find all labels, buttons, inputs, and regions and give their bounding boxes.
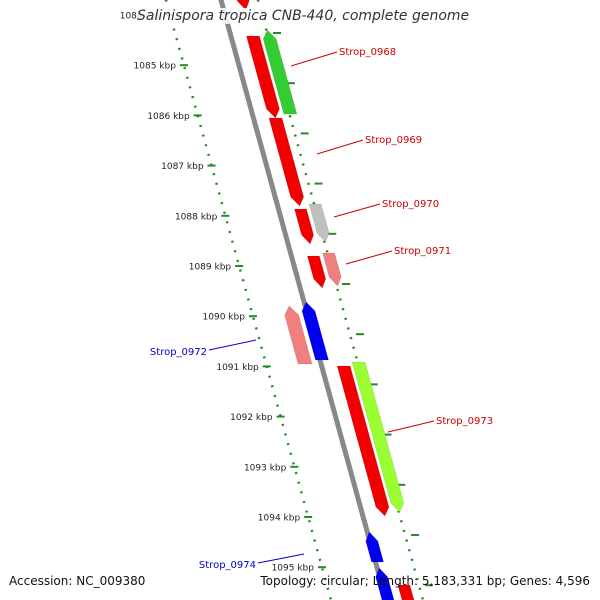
leader-line-strop-0973	[387, 420, 435, 433]
gene-arrow-strop-0972	[284, 305, 313, 365]
leader-line-strop-0970	[333, 203, 381, 218]
cds-arrow	[246, 35, 280, 119]
outer-dotted-line	[256, 0, 425, 600]
cds-arrow	[268, 117, 304, 207]
ruler-tick-label: 1086 kbp	[147, 112, 190, 122]
cds-arrow	[294, 208, 314, 245]
gene-arrow-strop-0968	[262, 29, 298, 115]
ruler-tick-label: 1093 kbp	[244, 463, 287, 473]
gene-label-strop-0972: Strop_0972	[150, 347, 207, 358]
cds-arrow	[307, 255, 327, 289]
ruler-tick-label: 1087 kbp	[161, 162, 204, 172]
accession-text: Accession: NC_009380	[9, 574, 146, 588]
backbone-line	[218, 0, 389, 600]
gene-label-strop-0970: Strop_0970	[382, 199, 439, 210]
ruler-tick-label: 1090 kbp	[203, 313, 246, 323]
gene-arrow-strop-0974	[365, 531, 384, 563]
gene-label-strop-0968: Strop_0968	[339, 47, 396, 58]
ruler-tick-label: 1094 kbp	[258, 514, 301, 524]
genome-title: Salinispora tropica CNB-440, complete ge…	[137, 8, 470, 24]
gene-arrow-strop-0971	[322, 252, 342, 287]
cds-arrow-blue	[301, 301, 329, 361]
ruler-dotted-line	[164, 0, 333, 600]
cds-arrow-blue	[375, 567, 395, 600]
ruler-tick-label: 1088 kbp	[175, 212, 218, 222]
ruler-tick-label: 1085 kbp	[134, 62, 177, 72]
gene-arrow-strop-0970	[308, 203, 330, 243]
ruler-tick-label: 1092 kbp	[230, 413, 273, 423]
leader-line-strop-0968	[290, 51, 338, 67]
gene-label-strop-0973: Strop_0973	[436, 416, 493, 427]
leader-line-strop-0969	[316, 139, 364, 155]
ruler-tick-label: 1089 kbp	[189, 263, 232, 273]
cds-arrow	[336, 365, 390, 517]
ruler-tick-label: 1095 kbp	[272, 564, 315, 574]
gene-label-strop-0971: Strop_0971	[394, 246, 451, 257]
gene-arrow-strop-0973	[351, 361, 405, 513]
gene-label-strop-0969: Strop_0969	[365, 135, 422, 146]
cds-arrow	[236, 0, 250, 11]
leader-line-strop-0974	[257, 553, 305, 564]
topology-text: Topology: circular; Length: 5,183,331 bp…	[260, 574, 590, 588]
leader-line-strop-0971	[345, 250, 393, 265]
cds-arrow	[397, 584, 415, 600]
leader-line-strop-0972	[208, 339, 257, 351]
ruler-tick-label: 1091 kbp	[216, 363, 259, 373]
gene-label-strop-0974: Strop_0974	[199, 560, 256, 571]
